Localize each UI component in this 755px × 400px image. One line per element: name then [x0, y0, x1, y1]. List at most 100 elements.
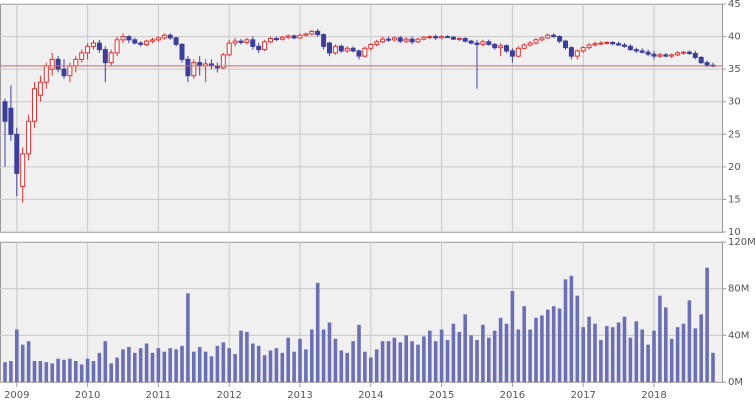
bar: [569, 275, 574, 382]
bar: [699, 314, 703, 382]
candle-body: [427, 36, 433, 39]
candle-body: [397, 37, 403, 42]
candle-body: [574, 50, 580, 57]
bar: [162, 351, 167, 382]
bar: [540, 315, 544, 382]
candle-body: [91, 42, 96, 47]
bar: [416, 344, 420, 382]
bar: [357, 324, 361, 382]
candle-body: [604, 41, 610, 44]
bar: [109, 363, 113, 382]
x-tick-label: 2014: [358, 390, 383, 400]
bar: [339, 350, 344, 382]
candle-body: [468, 40, 474, 44]
bar: [658, 295, 662, 382]
candle-body: [303, 33, 309, 36]
bar: [304, 349, 308, 382]
candle-body: [433, 36, 439, 39]
bar: [192, 351, 196, 382]
candle-body: [645, 51, 651, 55]
bar: [404, 335, 408, 382]
candle-body: [191, 62, 197, 77]
candle-body: [279, 36, 285, 40]
y-tick-label: 25: [728, 129, 741, 140]
candle-body: [297, 34, 303, 39]
bar: [451, 323, 456, 382]
bar: [469, 335, 473, 382]
bar: [546, 309, 550, 382]
candle-body: [498, 45, 504, 49]
candle-body: [14, 133, 20, 174]
bar: [711, 352, 715, 382]
bar: [516, 329, 521, 382]
candle-body: [663, 54, 669, 57]
candle-body: [504, 45, 509, 52]
bar: [186, 293, 190, 382]
bar: [74, 361, 78, 382]
bar: [575, 295, 580, 382]
candle-body: [539, 37, 545, 41]
candle-body: [462, 38, 468, 42]
candle-body: [55, 58, 61, 70]
bar: [256, 345, 261, 382]
bar: [504, 323, 509, 382]
bar: [20, 344, 25, 382]
bar: [85, 358, 90, 382]
candle-body: [580, 47, 586, 52]
candle-body: [698, 56, 704, 64]
candle-body: [421, 36, 427, 40]
bar: [292, 351, 296, 382]
candle-body: [403, 38, 409, 42]
candle-body: [492, 43, 498, 49]
bar: [392, 337, 397, 382]
bar: [286, 337, 290, 382]
bar: [310, 329, 314, 382]
candle-body: [309, 30, 315, 35]
y-tick-label: 40: [728, 32, 741, 43]
candle-body: [179, 43, 185, 60]
candle-body: [627, 45, 633, 51]
candle-body: [622, 44, 627, 47]
candle-body: [598, 42, 604, 45]
candle-body: [85, 45, 91, 54]
bar: [593, 323, 597, 382]
bar: [15, 329, 19, 382]
bar: [693, 328, 698, 382]
bar: [522, 306, 526, 382]
bar: [652, 330, 656, 382]
candle-body: [356, 50, 362, 57]
bar: [634, 321, 639, 382]
bar: [44, 362, 49, 382]
bar: [563, 279, 568, 382]
bar: [127, 347, 131, 382]
bar: [640, 329, 644, 382]
y-tick-label: 10: [728, 227, 741, 238]
candle-body: [515, 47, 521, 57]
bar: [398, 342, 403, 382]
bar: [245, 331, 249, 382]
bar: [239, 330, 243, 382]
bar: [610, 327, 615, 382]
price-panel: [0, 4, 723, 233]
candle-body: [132, 39, 138, 44]
candle-body: [185, 58, 191, 77]
candle-body: [8, 107, 14, 135]
candle-body: [657, 54, 663, 57]
candle-body: [102, 49, 108, 64]
bar: [374, 349, 379, 382]
x-tick-label: 2017: [570, 390, 595, 400]
candle-body: [616, 43, 622, 46]
candle-body: [669, 54, 675, 57]
bar: [38, 361, 43, 382]
bar: [262, 355, 267, 382]
y-tick-label: 45: [728, 0, 741, 10]
bar: [79, 364, 84, 382]
candle-body: [273, 38, 279, 41]
candle-body: [238, 40, 244, 43]
candle-body: [232, 40, 238, 44]
bar: [97, 352, 102, 382]
candle-body: [327, 42, 332, 54]
candle-body: [138, 42, 144, 45]
bar: [587, 316, 591, 382]
candle-body: [291, 35, 297, 39]
